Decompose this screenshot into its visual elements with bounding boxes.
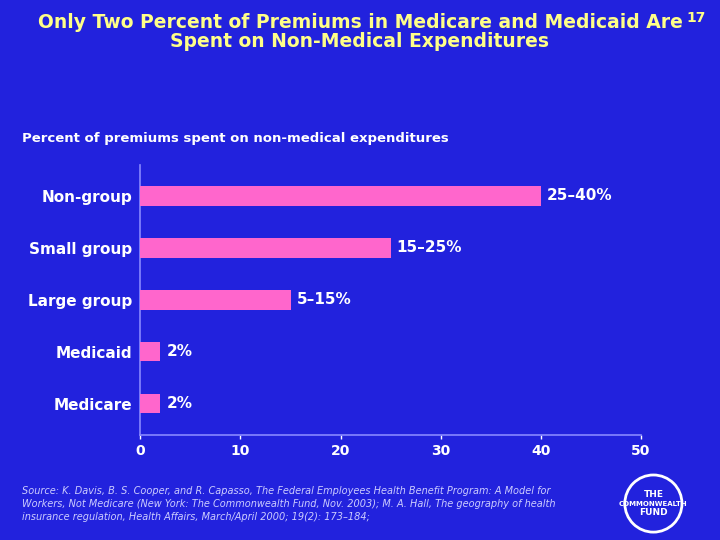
Text: 25–40%: 25–40%	[546, 188, 612, 204]
Bar	[140, 290, 290, 309]
Text: Source: K. Davis, B. S. Cooper, and R. Capasso, The Federal Employees Health Ben: Source: K. Davis, B. S. Cooper, and R. C…	[22, 486, 555, 522]
Text: 17: 17	[686, 11, 706, 25]
Text: Spent on Non-Medical Expenditures: Spent on Non-Medical Expenditures	[171, 32, 549, 51]
Text: 2%: 2%	[166, 344, 192, 359]
Text: Only Two Percent of Premiums in Medicare and Medicaid Are: Only Two Percent of Premiums in Medicare…	[37, 14, 683, 32]
Text: 5–15%: 5–15%	[297, 292, 351, 307]
Bar	[140, 394, 161, 414]
Bar	[140, 342, 161, 361]
Bar	[140, 238, 391, 258]
Text: Percent of premiums spent on non-medical expenditures: Percent of premiums spent on non-medical…	[22, 132, 449, 145]
Text: 15–25%: 15–25%	[397, 240, 462, 255]
Text: COMMONWEALTH: COMMONWEALTH	[619, 501, 688, 507]
Bar	[140, 186, 541, 206]
Text: THE: THE	[644, 490, 663, 499]
Text: FUND: FUND	[639, 508, 667, 517]
Text: 2%: 2%	[166, 396, 192, 411]
